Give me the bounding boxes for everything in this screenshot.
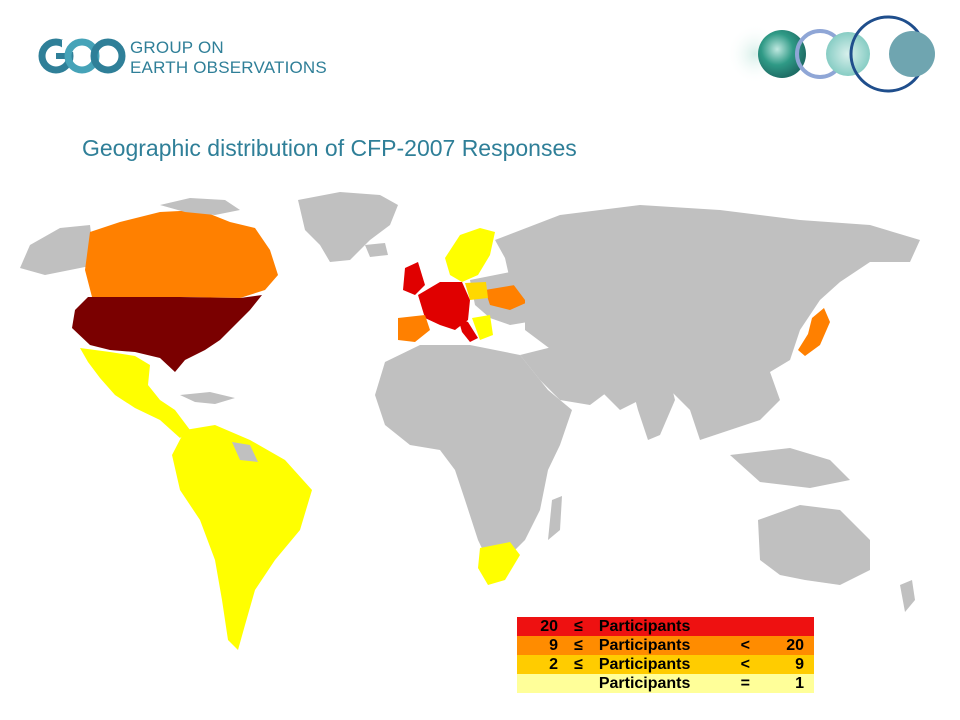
orb-teal bbox=[758, 30, 806, 78]
legend-low-value: 20 bbox=[540, 618, 559, 635]
legend-row: Participants = 1 bbox=[517, 674, 814, 693]
legend-row: 20 ≤ Participants bbox=[517, 617, 814, 636]
logo-wordmark: GROUP ON EARTH OBSERVATIONS bbox=[130, 38, 327, 78]
region-scandinavia bbox=[445, 228, 495, 282]
region-europe-core bbox=[418, 282, 470, 330]
region-middle-east bbox=[520, 345, 610, 405]
legend-operator-2: < bbox=[740, 656, 751, 673]
legend-operator-2 bbox=[726, 617, 765, 636]
orb-light bbox=[826, 32, 870, 76]
region-caribbean bbox=[180, 392, 235, 404]
world-map bbox=[20, 192, 920, 650]
legend-operator bbox=[562, 674, 595, 693]
region-africa bbox=[375, 345, 572, 565]
legend-label: Participants bbox=[598, 675, 691, 692]
legend-operator: ≤ bbox=[574, 618, 583, 635]
region-canada bbox=[85, 210, 278, 298]
legend-operator: ≤ bbox=[574, 656, 583, 673]
legend-label: Participants bbox=[598, 656, 691, 673]
legend-operator: ≤ bbox=[574, 637, 583, 654]
logo-line-1: GROUP ON bbox=[130, 38, 224, 57]
legend-high-value: 1 bbox=[795, 675, 804, 692]
legend-high-value bbox=[765, 617, 814, 636]
legend-low-value: 2 bbox=[549, 656, 559, 673]
region-mexico bbox=[80, 348, 190, 438]
legend-high-value: 9 bbox=[795, 656, 804, 673]
region-balkans bbox=[472, 315, 493, 340]
region-ukraine bbox=[485, 285, 528, 310]
region-poland bbox=[465, 282, 488, 300]
orb-solid bbox=[889, 31, 935, 77]
legend-row: 2 ≤ Participants <9 bbox=[517, 655, 814, 674]
logo-line-2: EARTH OBSERVATIONS bbox=[130, 58, 327, 77]
region-alaska bbox=[20, 225, 95, 275]
legend-low-value bbox=[517, 674, 562, 693]
legend-label: Participants bbox=[598, 618, 691, 635]
region-japan bbox=[798, 308, 830, 356]
region-iberia bbox=[398, 315, 430, 342]
region-se-asia bbox=[730, 448, 850, 488]
region-india bbox=[630, 380, 675, 440]
decorative-orbs bbox=[727, 15, 935, 93]
region-australia bbox=[758, 505, 870, 585]
region-greenland bbox=[298, 192, 398, 262]
region-italy bbox=[458, 318, 478, 342]
geo-logo-icon bbox=[38, 38, 126, 74]
legend-low-value: 9 bbox=[549, 637, 559, 654]
region-new-zealand bbox=[900, 580, 915, 612]
legend-operator-2: < bbox=[740, 637, 751, 654]
legend-row: 9 ≤ Participants <20 bbox=[517, 636, 814, 655]
geo-logo: GROUP ON EARTH OBSERVATIONS bbox=[38, 36, 328, 80]
legend-high-value: 20 bbox=[786, 637, 804, 654]
region-madagascar bbox=[548, 496, 562, 540]
region-south-africa bbox=[478, 542, 520, 585]
region-guianas bbox=[232, 442, 258, 462]
legend-operator-2: = bbox=[740, 675, 751, 692]
page-title: Geographic distribution of CFP-2007 Resp… bbox=[82, 135, 577, 161]
region-usa bbox=[72, 295, 262, 372]
legend-table: 20 ≤ Participants 9 ≤ Participants <20 2 ≤ Partic… bbox=[517, 617, 814, 693]
region-arctic-islands bbox=[160, 198, 240, 215]
region-south-america bbox=[172, 425, 312, 650]
legend-label: Participants bbox=[598, 637, 691, 654]
region-uk bbox=[403, 262, 425, 295]
region-iceland bbox=[365, 243, 388, 257]
